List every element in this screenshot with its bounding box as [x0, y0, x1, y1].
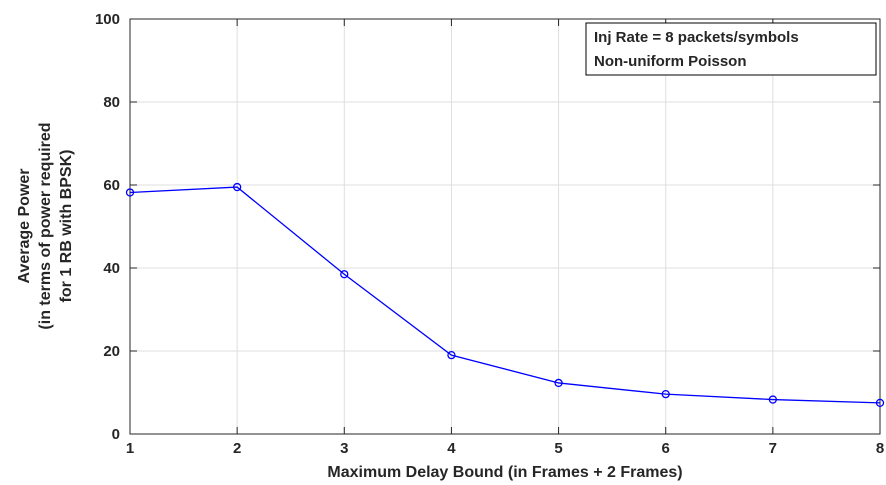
- y-tick-label: 0: [112, 426, 120, 443]
- x-tick-label: 8: [876, 440, 884, 457]
- data-point: [554, 378, 563, 388]
- y-axis-label-line-3: for 1 RB with BPSK): [58, 150, 75, 303]
- annotation-line-1: Inj Rate = 8 packets/symbols: [594, 29, 799, 46]
- y-tick-labels: 0 20 40 60 80 100: [95, 11, 120, 443]
- data-point: [340, 270, 349, 279]
- data-point: [125, 188, 135, 197]
- x-tick-labels: 1 2 3 4 5 6 7 8: [126, 440, 884, 457]
- x-tick-label: 7: [769, 440, 777, 457]
- plot-frame: [129, 18, 881, 435]
- x-tick-label: 6: [662, 440, 670, 457]
- data-point: [232, 182, 242, 192]
- y-axis-label: Average Power (in terms of power require…: [16, 122, 75, 329]
- x-tick-label: 3: [340, 440, 348, 457]
- plot-area: [130, 19, 880, 434]
- x-tick-label: 1: [126, 440, 134, 457]
- y-tick-label: 60: [103, 177, 120, 194]
- data-point: [661, 390, 670, 399]
- x-tick-label: 5: [554, 440, 562, 457]
- y-tick-label: 100: [95, 11, 120, 28]
- x-axis-label: Maximum Delay Bound (in Frames + 2 Frame…: [327, 464, 682, 481]
- y-tick-label: 20: [103, 343, 120, 360]
- y-tick-label: 40: [103, 260, 120, 277]
- y-axis-label-line-1: Average Power: [16, 168, 33, 283]
- y-tick-label: 80: [103, 94, 120, 111]
- data-point: [875, 398, 885, 408]
- x-tick-label: 2: [233, 440, 241, 457]
- data-point: [768, 395, 778, 404]
- axes: [129, 18, 881, 435]
- data-point: [447, 350, 456, 360]
- annotation-line-2: Non-uniform Poisson: [594, 53, 747, 70]
- y-axis-label-line-2: (in terms of power required: [37, 122, 54, 329]
- annotation-box: Inj Rate = 8 packets/symbols Non-uniform…: [585, 22, 877, 76]
- series-line: [129, 186, 881, 404]
- x-tick-label: 4: [447, 440, 456, 457]
- data-series: [125, 182, 885, 408]
